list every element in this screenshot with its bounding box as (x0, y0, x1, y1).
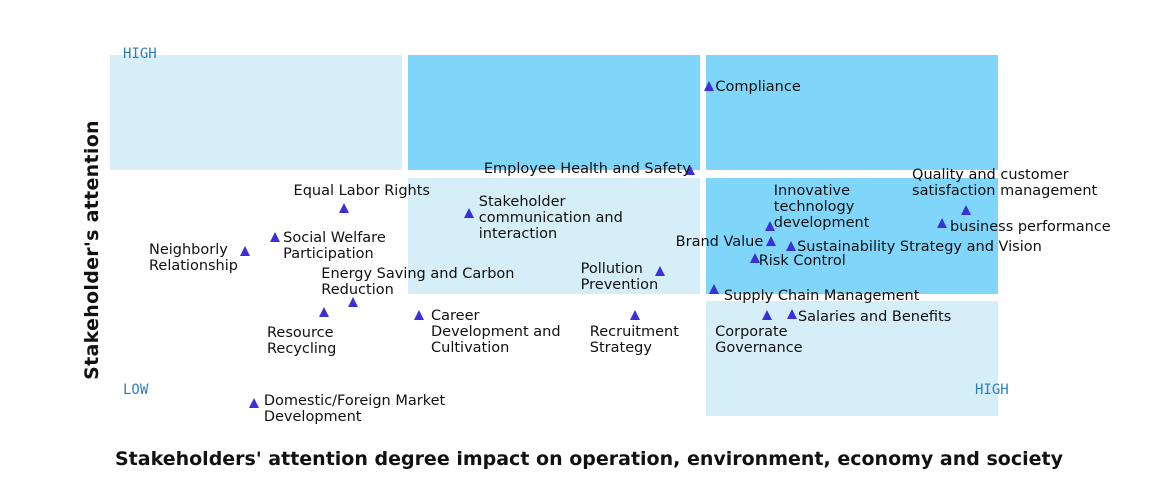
data-point-label: Brand Value (675, 234, 764, 251)
data-point-marker (762, 309, 773, 320)
data-point-marker (765, 236, 776, 247)
data-point-label: Social Welfare Participation (283, 229, 386, 262)
data-point-marker (684, 165, 695, 176)
data-point-label: Pollution Prevention (580, 260, 659, 293)
zone-high-high (706, 55, 998, 170)
data-point-marker (248, 397, 259, 408)
x-axis-label: Stakeholders' attention degree impact on… (115, 448, 1063, 470)
zone-low-high (706, 301, 998, 416)
data-point-marker (708, 283, 719, 294)
data-point-label: Equal Labor Rights (293, 183, 430, 200)
data-point-label: Career Development and Cultivation (431, 307, 561, 356)
data-point-marker (270, 231, 281, 242)
data-point-label: Energy Saving and Carbon Reduction (321, 265, 515, 298)
low-tag: LOW (123, 382, 149, 398)
data-point-marker (786, 308, 797, 319)
data-point-marker (749, 252, 760, 263)
data-point-label: Quality and customer satisfaction manage… (912, 166, 1098, 199)
data-point-label: Resource Recycling (267, 324, 337, 357)
data-point-label: Domestic/Foreign Market Development (263, 392, 446, 425)
data-point-marker (319, 306, 329, 317)
data-point-marker (786, 241, 797, 252)
data-point-label: Sustainability Strategy and Vision (797, 239, 1042, 256)
data-point-marker (348, 296, 359, 307)
y-high-tag: HIGH (123, 46, 157, 62)
data-point-label: Risk Control (758, 252, 846, 269)
y-axis-label: Stakeholder's attention (81, 120, 103, 380)
data-point-marker (463, 207, 474, 218)
data-point-marker (961, 204, 972, 215)
data-point-label: Corporate Governance (715, 323, 803, 356)
data-point-marker (414, 309, 425, 320)
data-point-marker (764, 221, 775, 232)
data-point-marker (937, 217, 948, 228)
data-point-label: Salaries and Benefits (797, 308, 952, 325)
data-point-marker (629, 309, 640, 320)
data-point-label: Supply Chain Management (723, 287, 920, 304)
data-point-marker (704, 81, 715, 92)
data-point-label: business performance (950, 218, 1111, 235)
data-point-label: Neighborly Relationship (148, 241, 238, 274)
data-point-label: Recruitment Strategy (589, 323, 679, 356)
data-point-label: Innovative technology development (773, 183, 870, 232)
zone-high-low (110, 55, 402, 170)
data-point-label: Employee Health and Safety (483, 161, 691, 178)
x-high-tag: HIGH (975, 382, 1009, 398)
data-point-marker (239, 245, 250, 256)
zone-mid-high (706, 178, 998, 294)
data-point-marker (338, 203, 349, 214)
data-point-label: Stakeholder communication and interactio… (478, 193, 623, 242)
data-point-label: Compliance (715, 79, 801, 96)
data-point-marker (654, 265, 665, 276)
zone-mid-mid (408, 178, 700, 294)
zone-high-mid (408, 55, 700, 170)
